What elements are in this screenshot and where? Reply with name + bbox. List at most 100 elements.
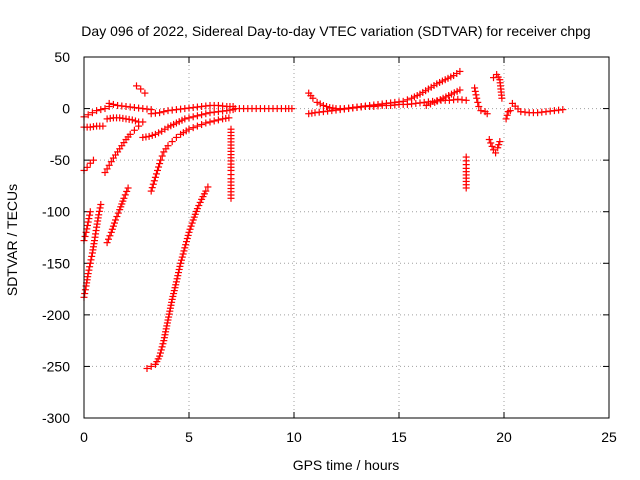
data-point — [130, 126, 138, 134]
data-point — [456, 86, 464, 94]
data-point — [151, 173, 159, 181]
data-point — [156, 109, 164, 117]
data-point — [210, 117, 218, 125]
data-point — [84, 218, 92, 226]
data-point — [189, 113, 197, 121]
data-point — [85, 215, 93, 223]
data-point — [313, 98, 321, 106]
data-point — [506, 107, 514, 115]
chart-title: Day 096 of 2022, Sidereal Day-to-day VTE… — [81, 23, 590, 39]
data-point — [471, 84, 479, 92]
grid — [84, 57, 609, 418]
data-point — [195, 202, 203, 210]
data-point — [172, 133, 180, 141]
y-tick-label: 50 — [54, 49, 70, 65]
data-point — [193, 112, 201, 120]
data-point — [156, 352, 164, 360]
data-point — [181, 244, 189, 252]
data-point — [206, 118, 214, 126]
data-point — [156, 160, 164, 168]
data-point — [494, 144, 502, 152]
data-point — [124, 184, 132, 192]
data-point — [123, 187, 131, 195]
data-point — [175, 269, 182, 277]
data-point — [110, 219, 118, 227]
data-point — [179, 250, 187, 258]
data-point — [309, 94, 317, 102]
data-point — [141, 89, 149, 97]
data-point — [158, 152, 166, 160]
data-point — [107, 228, 115, 236]
data-point — [198, 121, 206, 129]
data-point — [86, 211, 94, 219]
data-point — [474, 98, 482, 106]
data-point — [316, 100, 324, 108]
data-point — [148, 131, 156, 139]
data-point — [154, 166, 161, 174]
data-point — [227, 194, 235, 202]
data-point — [86, 259, 94, 267]
data-point — [99, 122, 107, 130]
data-point — [112, 216, 119, 224]
data-point — [225, 114, 233, 122]
data-point — [559, 106, 567, 114]
x-tick-label: 5 — [185, 429, 193, 445]
data-point — [87, 256, 95, 264]
data-point — [114, 209, 122, 217]
data-point — [103, 165, 111, 173]
plot-frame — [83, 56, 610, 419]
y-tick-label: -200 — [42, 307, 70, 323]
data-point — [86, 263, 94, 271]
data-point — [135, 118, 143, 126]
data-point — [185, 228, 193, 236]
data-point — [186, 225, 194, 233]
data-point — [147, 187, 155, 195]
data-point — [109, 100, 117, 108]
data-point — [120, 194, 128, 202]
data-point — [182, 238, 190, 246]
data-point — [137, 85, 145, 93]
data-point — [106, 232, 114, 240]
data-point — [160, 108, 168, 116]
data-point — [495, 141, 503, 149]
data-point — [488, 142, 496, 150]
data-point — [177, 256, 185, 264]
data-point — [108, 225, 116, 233]
data-point — [86, 208, 94, 216]
data-point — [89, 156, 97, 164]
y-tick-label: 0 — [62, 101, 70, 117]
data-point — [83, 163, 91, 171]
data-point — [81, 232, 89, 240]
data-point — [193, 122, 201, 130]
data-point — [159, 340, 167, 348]
data-point — [105, 235, 112, 243]
data-point — [196, 198, 204, 206]
data-point — [109, 222, 117, 230]
data-point — [151, 130, 159, 138]
data-point — [427, 100, 434, 108]
data-point — [95, 207, 103, 215]
data-point — [188, 219, 196, 227]
data-point — [472, 91, 480, 99]
y-axis-label: SDTVAR / TECUs — [4, 184, 20, 296]
data-point — [105, 99, 113, 107]
data-point — [155, 129, 163, 137]
data-point — [147, 362, 155, 370]
data-point — [498, 94, 506, 102]
data-point — [85, 266, 93, 274]
data-point — [185, 125, 193, 133]
data-point — [477, 107, 485, 115]
data-point — [149, 180, 157, 188]
data-point — [202, 187, 210, 195]
data-point — [319, 101, 327, 109]
data-point — [101, 105, 109, 113]
data-point — [462, 184, 470, 192]
data-point — [485, 136, 493, 144]
data-point — [88, 252, 96, 260]
data-point — [204, 183, 212, 191]
data-point — [193, 205, 201, 213]
x-axis-label: GPS time / hours — [293, 457, 400, 473]
data-point — [101, 169, 109, 177]
data-point — [158, 343, 166, 351]
